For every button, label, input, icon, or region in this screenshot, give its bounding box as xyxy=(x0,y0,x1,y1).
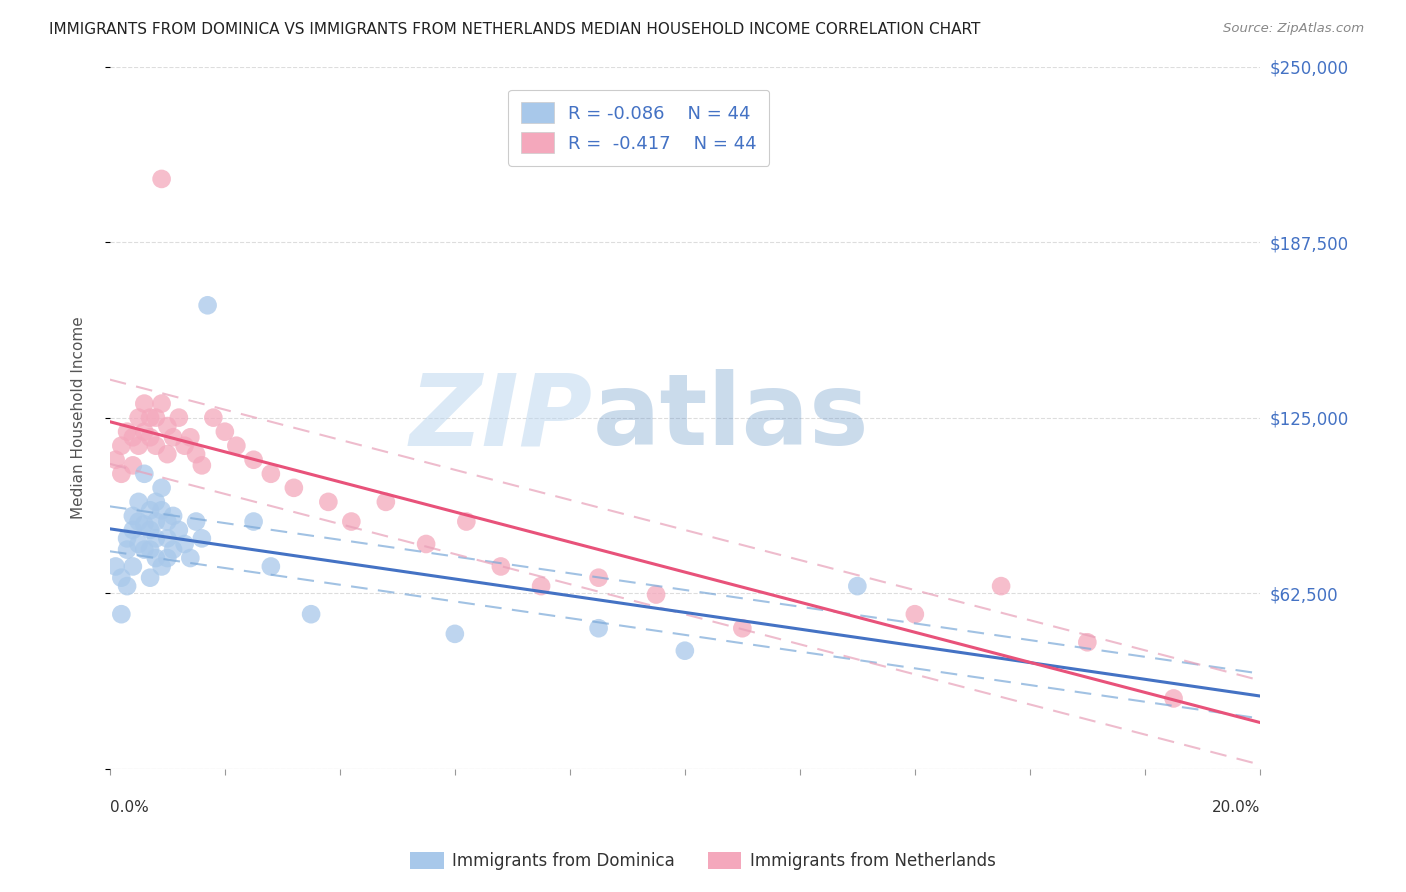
Point xyxy=(134,517,156,532)
Point xyxy=(145,532,167,546)
Point xyxy=(139,542,162,557)
Point xyxy=(318,495,340,509)
Point xyxy=(121,523,143,537)
Point xyxy=(115,532,138,546)
Point xyxy=(156,551,179,566)
Point xyxy=(489,559,512,574)
Point xyxy=(121,430,143,444)
Text: atlas: atlas xyxy=(593,369,869,467)
Point xyxy=(191,458,214,473)
Point xyxy=(340,515,363,529)
Legend: Immigrants from Dominica, Immigrants from Netherlands: Immigrants from Dominica, Immigrants fro… xyxy=(404,845,1002,877)
Point xyxy=(139,430,162,444)
Point xyxy=(1163,691,1185,706)
Point xyxy=(645,588,668,602)
Point xyxy=(214,425,236,439)
Point xyxy=(202,410,225,425)
Point xyxy=(134,425,156,439)
Point xyxy=(150,172,173,186)
Point xyxy=(134,542,156,557)
Point xyxy=(588,621,610,635)
Point xyxy=(128,537,150,551)
Point xyxy=(846,579,869,593)
Point xyxy=(156,419,179,434)
Point xyxy=(115,579,138,593)
Point xyxy=(444,627,467,641)
Point xyxy=(145,495,167,509)
Point xyxy=(225,439,247,453)
Point xyxy=(197,298,219,312)
Point xyxy=(104,452,127,467)
Point xyxy=(990,579,1012,593)
Point xyxy=(139,503,162,517)
Point xyxy=(121,559,143,574)
Point xyxy=(150,481,173,495)
Text: 20.0%: 20.0% xyxy=(1212,800,1260,815)
Point xyxy=(156,447,179,461)
Point xyxy=(156,532,179,546)
Point xyxy=(260,467,283,481)
Point xyxy=(162,430,184,444)
Point xyxy=(150,503,173,517)
Text: ZIP: ZIP xyxy=(411,369,593,467)
Y-axis label: Median Household Income: Median Household Income xyxy=(72,317,86,519)
Point xyxy=(150,396,173,410)
Point xyxy=(156,515,179,529)
Point xyxy=(179,551,201,566)
Point xyxy=(904,607,927,622)
Text: IMMIGRANTS FROM DOMINICA VS IMMIGRANTS FROM NETHERLANDS MEDIAN HOUSEHOLD INCOME : IMMIGRANTS FROM DOMINICA VS IMMIGRANTS F… xyxy=(49,22,980,37)
Point xyxy=(1076,635,1098,649)
Point xyxy=(260,559,283,574)
Point xyxy=(110,467,132,481)
Text: Source: ZipAtlas.com: Source: ZipAtlas.com xyxy=(1223,22,1364,36)
Point xyxy=(242,452,264,467)
Point xyxy=(456,515,478,529)
Point xyxy=(121,508,143,523)
Point xyxy=(121,458,143,473)
Point xyxy=(173,439,195,453)
Point xyxy=(145,439,167,453)
Point xyxy=(167,523,190,537)
Point xyxy=(145,551,167,566)
Point xyxy=(731,621,754,635)
Point xyxy=(110,439,132,453)
Point xyxy=(139,523,162,537)
Point xyxy=(128,439,150,453)
Point xyxy=(415,537,437,551)
Point xyxy=(134,396,156,410)
Point xyxy=(184,447,207,461)
Point xyxy=(283,481,305,495)
Point xyxy=(128,410,150,425)
Point xyxy=(139,571,162,585)
Point xyxy=(588,571,610,585)
Point xyxy=(530,579,553,593)
Point xyxy=(191,532,214,546)
Point xyxy=(110,571,132,585)
Point xyxy=(104,559,127,574)
Point xyxy=(167,410,190,425)
Point xyxy=(299,607,322,622)
Point xyxy=(128,495,150,509)
Point xyxy=(115,425,138,439)
Point xyxy=(179,430,201,444)
Point xyxy=(139,410,162,425)
Point xyxy=(150,559,173,574)
Point xyxy=(128,515,150,529)
Point xyxy=(110,607,132,622)
Point xyxy=(374,495,396,509)
Point xyxy=(134,467,156,481)
Point xyxy=(145,515,167,529)
Point xyxy=(115,542,138,557)
Point xyxy=(184,515,207,529)
Point xyxy=(145,410,167,425)
Point xyxy=(673,643,696,657)
Point xyxy=(162,508,184,523)
Legend: R = -0.086    N = 44, R =  -0.417    N = 44: R = -0.086 N = 44, R = -0.417 N = 44 xyxy=(509,90,769,166)
Point xyxy=(162,542,184,557)
Text: 0.0%: 0.0% xyxy=(110,800,149,815)
Point xyxy=(242,515,264,529)
Point xyxy=(173,537,195,551)
